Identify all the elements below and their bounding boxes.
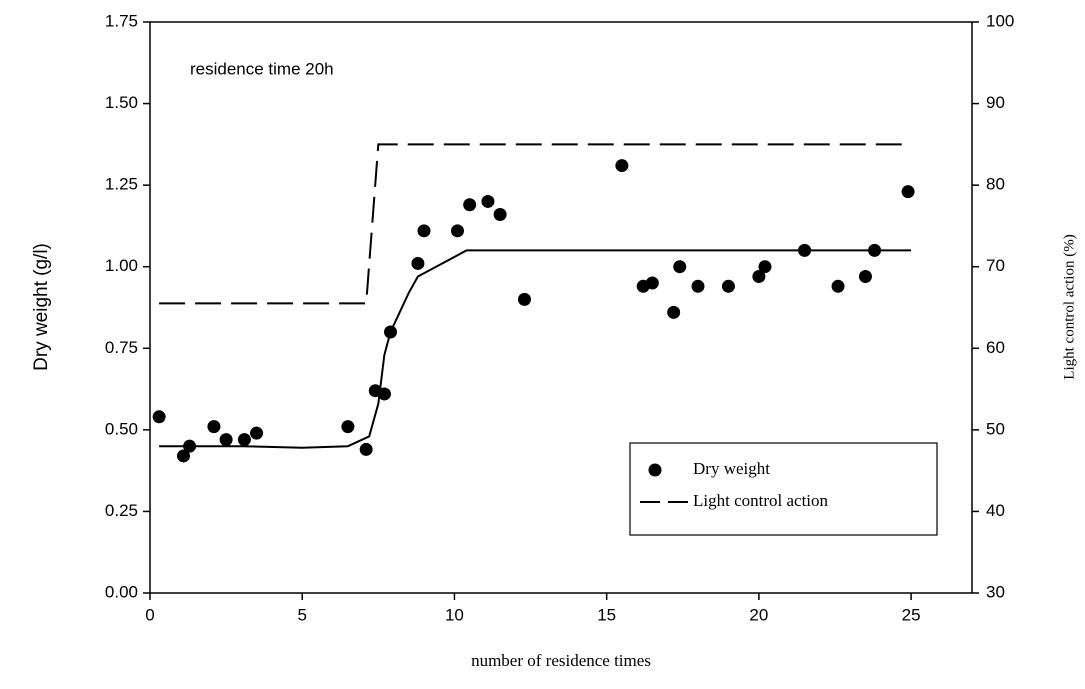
y2-tick-label: 60 bbox=[986, 338, 1005, 357]
y2-tick-label: 40 bbox=[986, 501, 1005, 520]
y-axis-label: Dry weight (g/l) bbox=[31, 243, 52, 371]
y-tick-label: 0.25 bbox=[105, 501, 138, 520]
x-tick-label: 5 bbox=[297, 605, 306, 624]
y2-tick-label: 70 bbox=[986, 256, 1005, 275]
data-point bbox=[673, 260, 687, 274]
data-point bbox=[752, 270, 766, 284]
data-point bbox=[176, 449, 190, 463]
data-point bbox=[450, 224, 464, 238]
data-point bbox=[250, 426, 264, 440]
y2-tick-label: 90 bbox=[986, 93, 1005, 112]
data-point bbox=[341, 420, 355, 434]
data-point bbox=[691, 279, 705, 293]
y-tick-label: 1.00 bbox=[105, 256, 138, 275]
data-point bbox=[152, 410, 166, 424]
annotation: residence time 20h bbox=[190, 59, 334, 78]
x-tick-label: 0 bbox=[145, 605, 154, 624]
x-tick-label: 10 bbox=[445, 605, 464, 624]
data-point bbox=[481, 194, 495, 208]
data-point bbox=[219, 433, 233, 447]
data-point bbox=[493, 208, 507, 222]
y-tick-label: 1.50 bbox=[105, 93, 138, 112]
y2-tick-label: 100 bbox=[986, 11, 1014, 30]
x-tick-label: 15 bbox=[597, 605, 616, 624]
data-point bbox=[417, 224, 431, 238]
data-point bbox=[463, 198, 477, 212]
x-tick-label: 20 bbox=[749, 605, 768, 624]
data-point bbox=[359, 442, 373, 456]
data-point bbox=[831, 279, 845, 293]
y-tick-label: 1.25 bbox=[105, 175, 138, 194]
data-point bbox=[645, 276, 659, 290]
y2-tick-label: 50 bbox=[986, 419, 1005, 438]
data-point bbox=[237, 433, 251, 447]
data-point bbox=[615, 159, 629, 173]
legend-label: Dry weight bbox=[693, 459, 770, 478]
data-point bbox=[758, 260, 772, 274]
legend-marker bbox=[648, 463, 662, 477]
data-point bbox=[207, 420, 221, 434]
data-point bbox=[721, 279, 735, 293]
y-tick-label: 0.75 bbox=[105, 338, 138, 357]
x-axis-label: number of residence times bbox=[471, 651, 651, 670]
y2-axis-label: Light control action (%) bbox=[1061, 234, 1077, 379]
x-tick-label: 25 bbox=[902, 605, 921, 624]
y-tick-label: 1.75 bbox=[105, 11, 138, 30]
data-point bbox=[411, 256, 425, 270]
y-tick-label: 0.00 bbox=[105, 582, 138, 601]
dashed-line bbox=[159, 143, 912, 305]
data-point bbox=[517, 292, 531, 306]
data-point bbox=[667, 305, 681, 319]
y2-tick-label: 80 bbox=[986, 175, 1005, 194]
data-point bbox=[901, 185, 915, 199]
y-tick-label: 0.50 bbox=[105, 419, 138, 438]
y2-tick-label: 30 bbox=[986, 582, 1005, 601]
legend-box bbox=[629, 442, 938, 536]
fit-line bbox=[159, 249, 912, 449]
data-point bbox=[858, 270, 872, 284]
plot-frame bbox=[149, 21, 973, 594]
data-point bbox=[377, 387, 391, 401]
legend-label: Light control action bbox=[693, 491, 829, 510]
